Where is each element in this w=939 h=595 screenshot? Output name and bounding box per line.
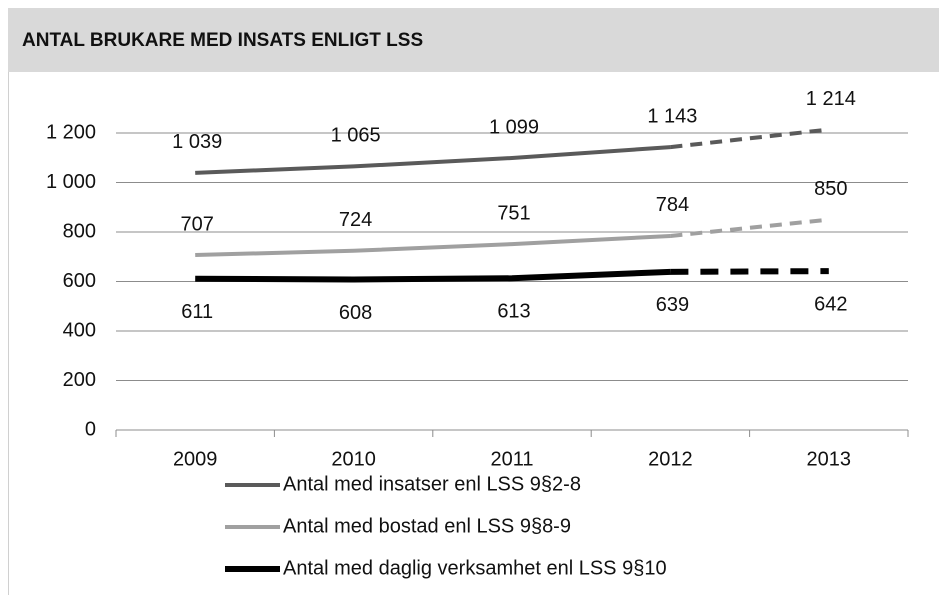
legend-label: Antal med insatser enl LSS 9§2-8 — [283, 473, 581, 495]
y-tick-label: 800 — [63, 220, 96, 242]
x-tick-label: 2010 — [331, 448, 376, 470]
data-label: 1 099 — [489, 116, 539, 138]
y-tick-label: 1 200 — [46, 121, 96, 143]
y-tick-label: 400 — [63, 319, 96, 341]
data-label: 707 — [181, 213, 214, 235]
data-label: 1 065 — [331, 125, 381, 147]
data-label: 639 — [656, 294, 689, 316]
data-label: 724 — [339, 209, 372, 231]
x-tick-label: 2009 — [173, 448, 218, 470]
data-label: 850 — [814, 178, 847, 200]
data-label: 751 — [497, 202, 530, 224]
data-label: 613 — [497, 301, 530, 323]
series-line — [195, 268, 671, 283]
y-tick-label: 0 — [85, 418, 96, 440]
series-line — [195, 233, 671, 258]
chart-title: ANTAL BRUKARE MED INSATS ENLIGT LSS — [22, 30, 423, 51]
data-label: 642 — [814, 293, 847, 315]
series-line-dashed — [670, 217, 830, 238]
title-bar — [8, 8, 939, 72]
y-tick-label: 200 — [63, 369, 96, 391]
x-tick-label: 2011 — [490, 448, 533, 470]
data-label: 608 — [339, 302, 372, 324]
legend-label: Antal med daglig verksamhet enl LSS 9§10 — [283, 557, 667, 579]
data-label: 1 143 — [647, 105, 697, 127]
data-label: 1 214 — [806, 88, 856, 110]
series-line-dashed — [670, 127, 830, 150]
x-tick-label: 2012 — [648, 448, 693, 470]
data-label: 784 — [656, 194, 689, 216]
data-label: 611 — [181, 301, 213, 323]
y-tick-label: 600 — [63, 270, 96, 292]
series-line — [195, 145, 671, 175]
legend-label: Antal med bostad enl LSS 9§8-9 — [283, 515, 571, 537]
y-tick-label: 1 000 — [46, 171, 96, 193]
data-label: 1 039 — [172, 131, 222, 153]
series-line-dashed — [670, 268, 829, 275]
x-tick-label: 2013 — [807, 448, 852, 470]
